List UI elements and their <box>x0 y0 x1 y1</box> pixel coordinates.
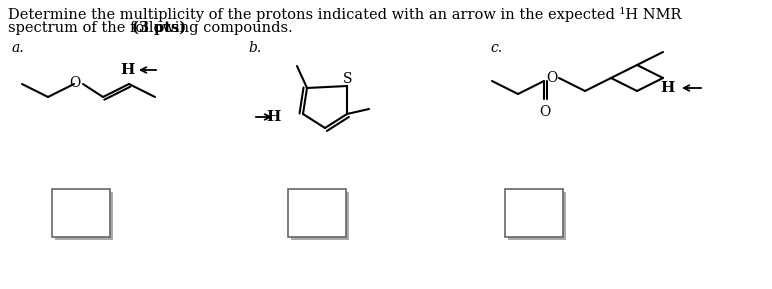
Text: (3 pts): (3 pts) <box>132 21 186 35</box>
Bar <box>55 192 113 240</box>
Text: H: H <box>660 81 674 95</box>
Text: O: O <box>540 105 550 119</box>
Text: c.: c. <box>490 41 502 55</box>
Bar <box>288 189 346 237</box>
Bar <box>505 189 563 237</box>
Text: spectrum of the following compounds.: spectrum of the following compounds. <box>8 21 297 35</box>
Text: a.: a. <box>12 41 25 55</box>
Text: O: O <box>547 71 557 85</box>
Bar <box>52 189 110 237</box>
Bar <box>508 192 566 240</box>
Text: H: H <box>266 110 281 124</box>
Text: S: S <box>344 72 353 86</box>
Text: Determine the multiplicity of the protons indicated with an arrow in the expecte: Determine the multiplicity of the proton… <box>8 7 682 22</box>
Text: H: H <box>120 63 134 77</box>
Text: b.: b. <box>248 41 261 55</box>
Text: O: O <box>69 76 80 90</box>
Bar <box>291 192 349 240</box>
